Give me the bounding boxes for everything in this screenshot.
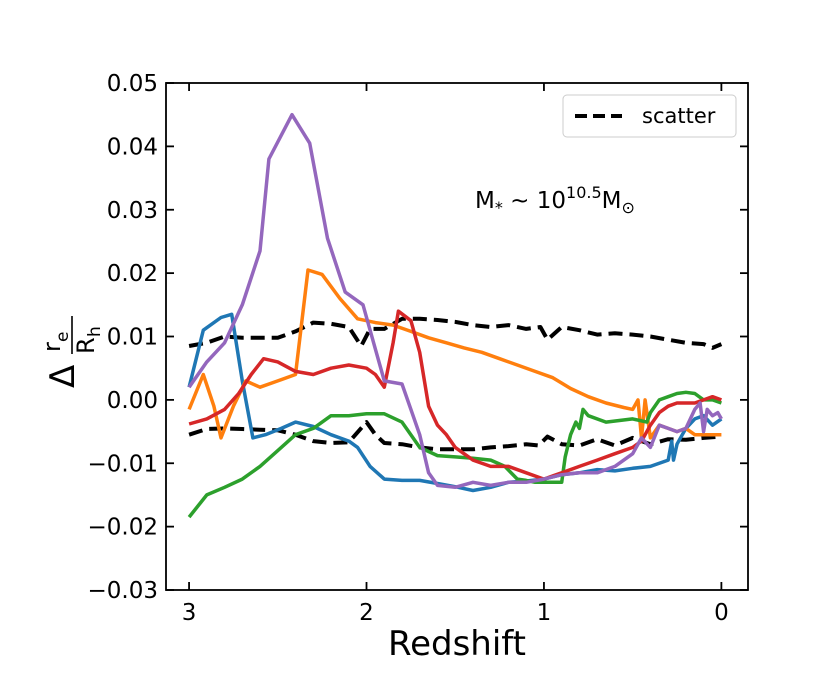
y-tick-label: −0.01 bbox=[88, 451, 158, 477]
series-line-6 bbox=[187, 112, 723, 490]
annot-exponent: 10.5 bbox=[566, 183, 602, 202]
svg-text:M* ~ 1010.5M⊙: M* ~ 1010.5M⊙ bbox=[475, 183, 635, 217]
series-layer bbox=[187, 112, 723, 519]
series-line-0 bbox=[188, 316, 723, 350]
y-tick-label: −0.02 bbox=[88, 515, 158, 541]
y-tick-label: 0.05 bbox=[107, 71, 158, 97]
legend-label-scatter: scatter bbox=[642, 104, 716, 128]
legend-box bbox=[562, 94, 737, 138]
x-axis-label: Redshift bbox=[388, 624, 526, 664]
x-tick-label: 0 bbox=[714, 600, 729, 626]
y-tick-label: 0.03 bbox=[107, 198, 158, 224]
series-line-2 bbox=[187, 312, 723, 493]
x-tick-label: 3 bbox=[182, 600, 197, 626]
y-label-numerator-sub: e bbox=[53, 332, 73, 342]
y-tick-label: 0.00 bbox=[107, 388, 158, 414]
annot-m: M bbox=[475, 188, 495, 214]
ticks-layer: −0.03 −0.02 −0.01 0.00 0.01 0.02 0.03 0.04 0.05 3… bbox=[88, 71, 748, 626]
y-tick-label: 0.02 bbox=[107, 261, 158, 287]
series-line-1 bbox=[188, 420, 722, 452]
series-line-3 bbox=[187, 268, 722, 440]
series-line-4 bbox=[187, 390, 722, 519]
y-axis-label: Δ r e R h bbox=[38, 316, 105, 388]
annot-approx: ~ 10 bbox=[503, 188, 566, 214]
mass-annotation: M* ~ 1010.5M⊙ bbox=[475, 183, 635, 217]
y-label-numerator: r bbox=[38, 342, 66, 352]
legend: scatter bbox=[562, 94, 737, 138]
annot-star: * bbox=[495, 198, 503, 217]
y-label-denominator: R bbox=[72, 337, 100, 354]
y-tick-label: 0.04 bbox=[107, 134, 158, 160]
annot-sun-symbol: ⊙ bbox=[622, 198, 635, 217]
y-label-delta: Δ bbox=[43, 365, 83, 388]
annot-m-sun: M bbox=[602, 188, 622, 214]
y-tick-label: −0.03 bbox=[88, 578, 158, 604]
y-label-denominator-sub: h bbox=[85, 326, 105, 337]
y-tick-label: 0.01 bbox=[107, 325, 158, 351]
x-tick-label: 2 bbox=[359, 600, 374, 626]
x-tick-label: 1 bbox=[537, 600, 552, 626]
series-line-5 bbox=[188, 309, 722, 481]
